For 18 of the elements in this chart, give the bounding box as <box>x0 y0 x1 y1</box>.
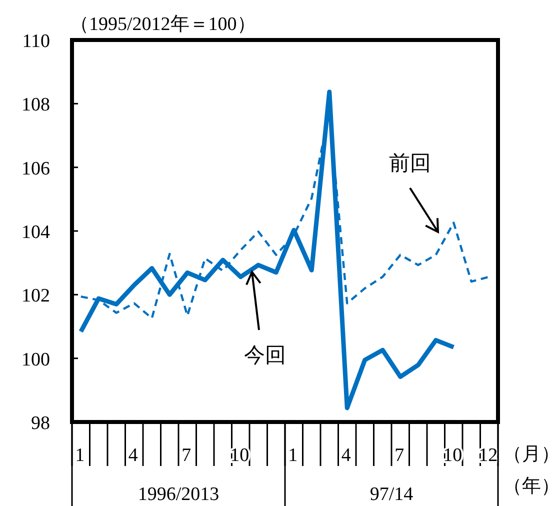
y-axis-title: （1995/2012年＝100） <box>70 14 256 35</box>
y-tick-label: 98 <box>31 413 50 434</box>
y-tick-label: 104 <box>22 222 50 243</box>
text: 97/14 <box>370 484 414 505</box>
text: （年） <box>503 476 556 497</box>
x-tick-label: 4 <box>341 445 352 466</box>
y-tick-label: 108 <box>22 94 50 116</box>
y-tick-label: 106 <box>22 158 50 180</box>
x-tick-label: 7 <box>182 445 192 466</box>
x-tick-label: 7 <box>394 445 404 466</box>
x-tick-label: 4 <box>128 445 138 466</box>
x-axis-title: （月） <box>503 444 556 465</box>
y-tick-label: 110 <box>22 31 50 52</box>
x-tick-label: 1 <box>75 445 85 466</box>
text: 1996/2013 <box>138 484 220 505</box>
y-tick-label: 102 <box>22 286 50 307</box>
x-tick-label: 1 <box>288 445 298 466</box>
y-tick-label: 100 <box>22 349 50 370</box>
